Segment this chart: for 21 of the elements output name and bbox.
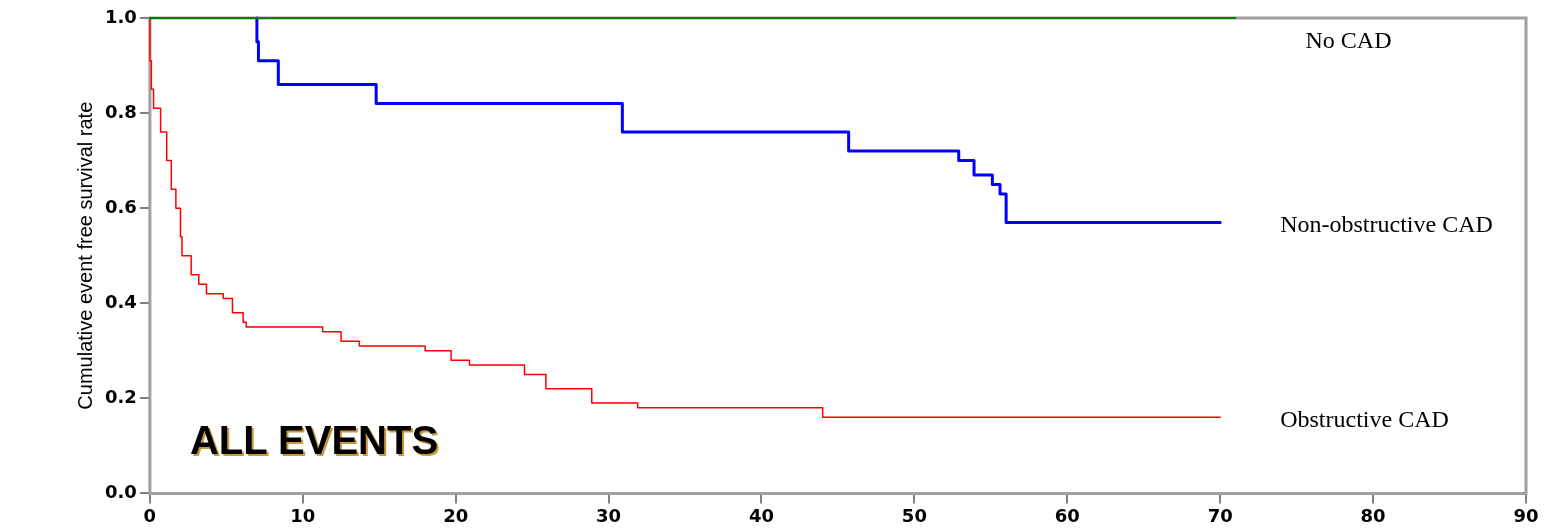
text: Non-obstructive CAD — [1280, 210, 1493, 237]
text: Obstructive CAD — [1280, 405, 1449, 432]
y-axis-title: Cumulative event free survival rate — [73, 101, 96, 410]
x-tick-label: 0 — [143, 504, 157, 526]
y-tick-label: 0.4 — [105, 290, 137, 312]
x-tick-label: 10 — [290, 504, 316, 526]
y-tick-label: 0.2 — [105, 385, 137, 407]
x-tick-label: 60 — [1054, 504, 1080, 526]
x-tick-label: 80 — [1360, 504, 1386, 526]
y-tick-label: 0.6 — [105, 195, 137, 217]
y-tick-label: 0.8 — [105, 100, 137, 122]
x-tick-label: 30 — [596, 504, 622, 526]
x-tick-label: 20 — [443, 504, 469, 526]
x-tick-label: 70 — [1207, 504, 1233, 526]
annotation: ALL EVENTS — [191, 420, 441, 465]
x-tick-label: 90 — [1513, 504, 1539, 526]
x-tick-label: 40 — [748, 504, 775, 526]
y-tick-label: 1.0 — [105, 5, 137, 27]
x-tick-label: 50 — [901, 504, 927, 526]
y-tick-label: 0.0 — [105, 481, 137, 503]
text: No CAD — [1305, 27, 1392, 54]
